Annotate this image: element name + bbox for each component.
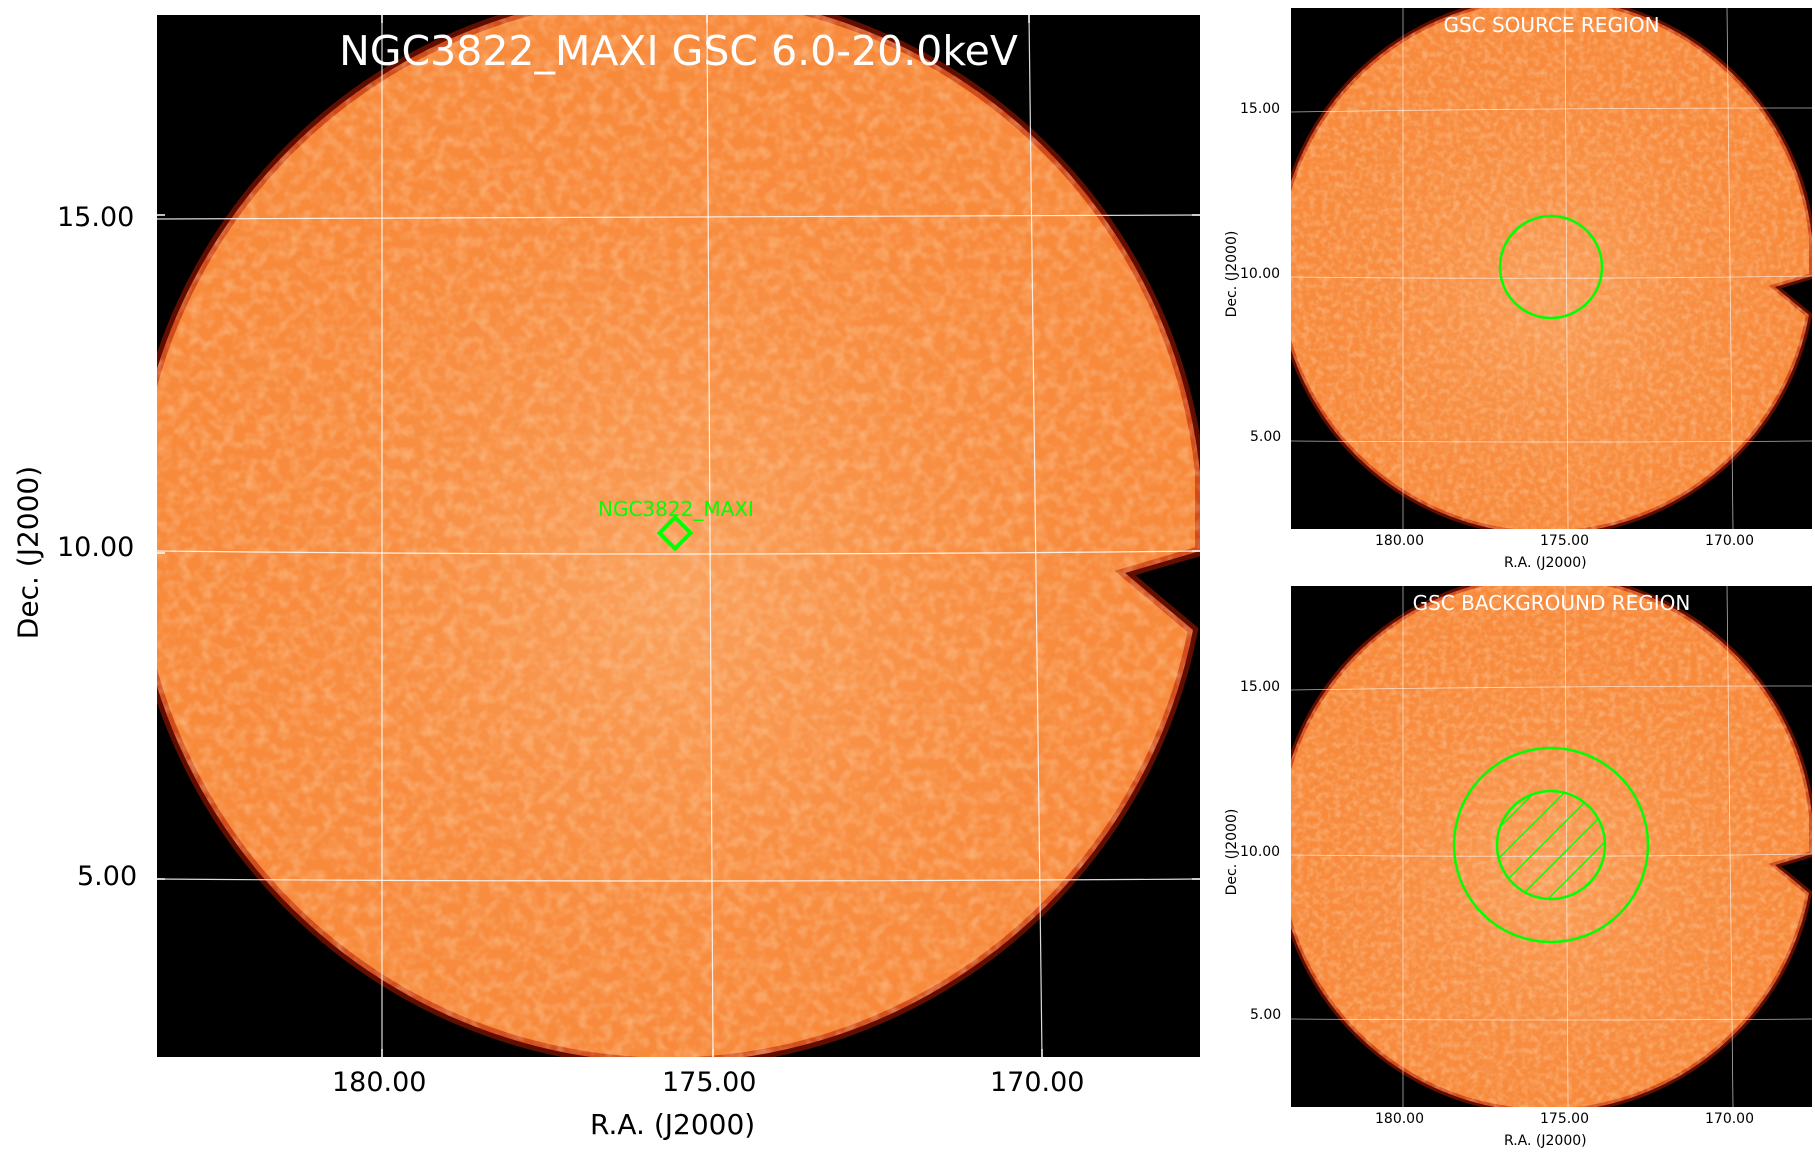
- source-region-panel: GSC SOURCE REGION: [1291, 8, 1812, 529]
- background-exclusion-circle: [1495, 789, 1607, 901]
- bkg-ytick-3: 5.00: [1250, 1007, 1282, 1023]
- src-xtick-2: 175.00: [1540, 533, 1589, 549]
- background-sky-image: [1291, 586, 1812, 1107]
- bkg-ytick-1: 15.00: [1240, 679, 1281, 695]
- main-y-axis-label: Dec. (J2000): [11, 465, 45, 640]
- main-ytick-2: 10.00: [57, 532, 135, 563]
- bkg-xtick-1: 180.00: [1375, 1111, 1424, 1127]
- source-panel-title: GSC SOURCE REGION: [1443, 13, 1660, 37]
- bkg-xtick-2: 175.00: [1540, 1111, 1589, 1127]
- src-xtick-1: 180.00: [1375, 533, 1424, 549]
- main-ytick-3: 5.00: [77, 861, 138, 892]
- main-xtick-3: 170.00: [990, 1067, 1085, 1098]
- bkg-ytick-2: 10.00: [1240, 844, 1281, 860]
- src-y-axis-label: Dec. (J2000): [1224, 230, 1240, 318]
- source-marker: [656, 514, 694, 552]
- background-panel-title: GSC BACKGROUND REGION: [1412, 591, 1691, 615]
- bkg-xtick-3: 170.00: [1705, 1111, 1754, 1127]
- main-title: NGC3822_MAXI GSC 6.0-20.0keV: [339, 27, 1018, 75]
- src-x-axis-label: R.A. (J2000): [1504, 555, 1587, 571]
- src-ytick-2: 10.00: [1240, 266, 1281, 282]
- main-image-panel: NGC3822_MAXI GSC 6.0-20.0keV NGC3822_MAX…: [157, 15, 1200, 1057]
- bkg-x-axis-label: R.A. (J2000): [1504, 1133, 1587, 1149]
- coordinate-grid: [1291, 8, 1812, 529]
- frame-ticks: [157, 15, 1200, 1057]
- source-sky-image: [1291, 8, 1812, 529]
- bkg-y-axis-label: Dec. (J2000): [1224, 808, 1240, 896]
- main-xtick-1: 180.00: [332, 1067, 427, 1098]
- main-ytick-1: 15.00: [57, 202, 135, 233]
- coordinate-grid: [1291, 586, 1812, 1107]
- main-x-axis-label: R.A. (J2000): [590, 1108, 756, 1141]
- source-region-circle: [1498, 214, 1604, 320]
- background-region-panel: GSC BACKGROUND REGION: [1291, 586, 1812, 1107]
- src-xtick-3: 170.00: [1705, 533, 1754, 549]
- main-sky-image: [157, 15, 1200, 1057]
- coordinate-grid: [157, 15, 1200, 1057]
- background-outer-circle: [1452, 746, 1650, 944]
- src-ytick-3: 5.00: [1250, 429, 1282, 445]
- src-ytick-1: 15.00: [1240, 101, 1281, 117]
- source-label: NGC3822_MAXI: [598, 497, 754, 521]
- main-xtick-2: 175.00: [662, 1067, 757, 1098]
